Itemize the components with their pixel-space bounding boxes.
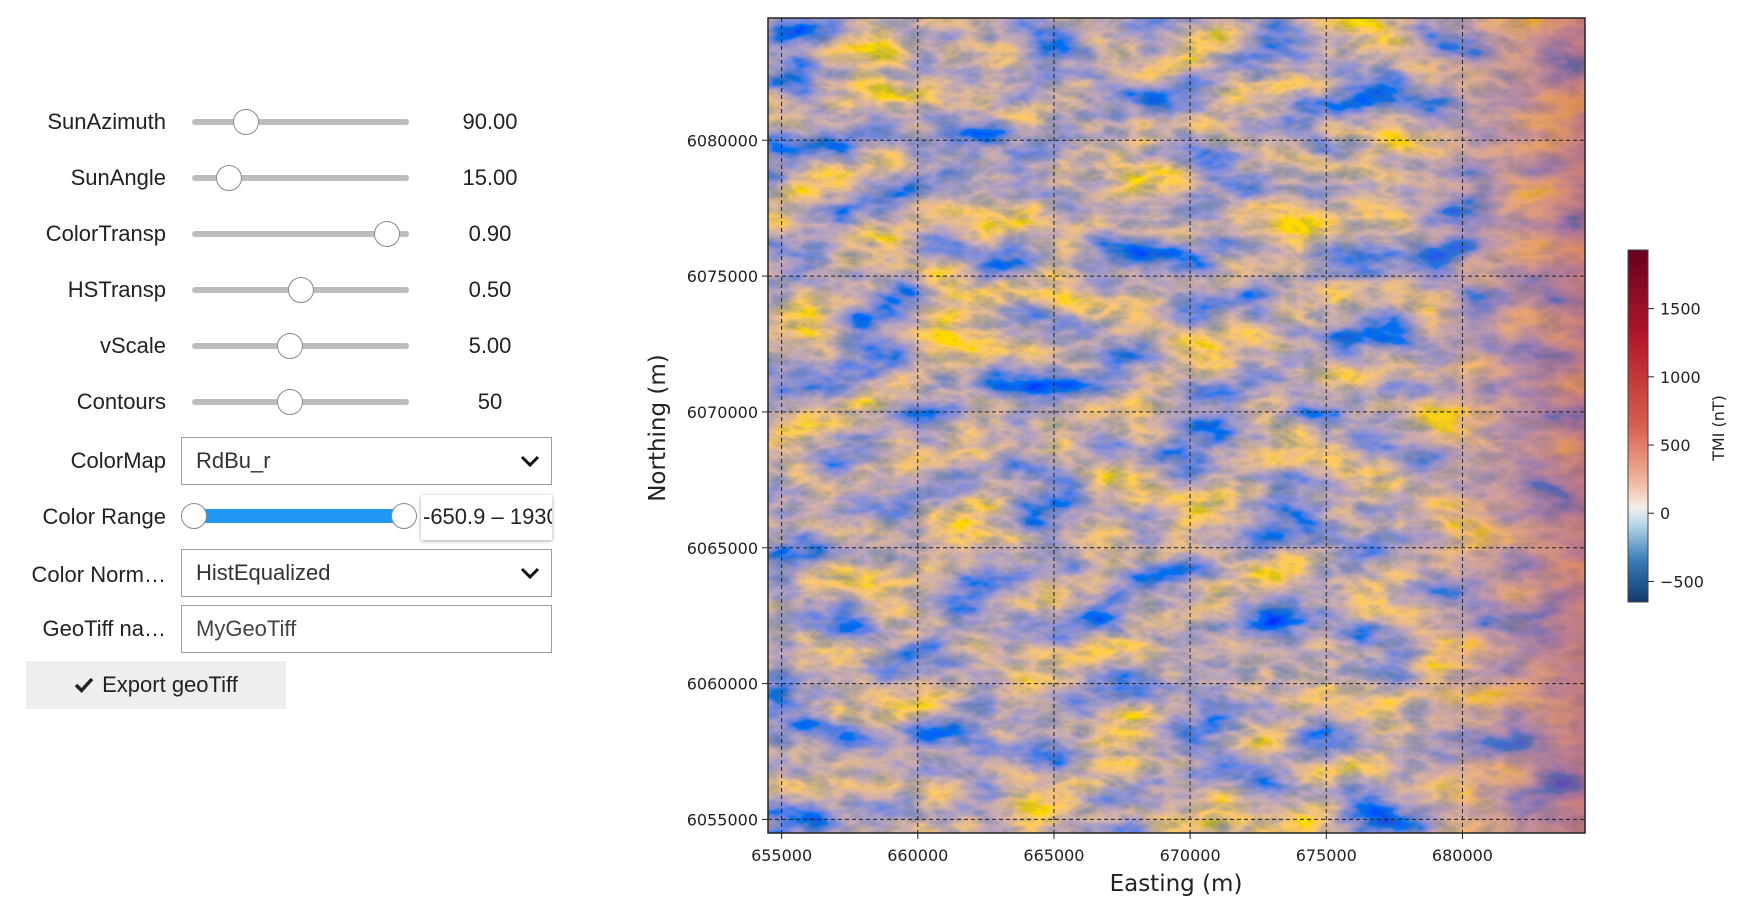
colormap-value: RdBu_r — [196, 448, 271, 473]
vscale-slider[interactable] — [192, 333, 409, 359]
contours-slider-handle[interactable] — [276, 389, 303, 415]
sunazimuth-label: SunAzimuth — [47, 109, 166, 134]
y-tick-label: 6060000 — [687, 675, 758, 694]
geotiff-name-label: GeoTiff na… — [42, 616, 166, 641]
color-norm-select[interactable]: HistEqualized — [181, 549, 552, 597]
map-gridlines — [768, 18, 1585, 833]
color-range-slider[interactable] — [181, 503, 417, 529]
colortransp-slider-handle[interactable] — [374, 221, 401, 247]
hstransp-label: HSTransp — [67, 277, 166, 302]
x-tick-label: 655000 — [751, 846, 812, 865]
vscale-value: 5.00 — [468, 333, 512, 358]
x-axis-ticks: 655000 660000 665000 670000 675000 680000 — [751, 833, 1493, 865]
hstransp-slider[interactable] — [192, 277, 409, 303]
export-geotiff-label: Export geoTiff — [102, 672, 238, 697]
y-axis-ticks: 6080000 6075000 6070000 6065000 6060000 60550… — [687, 131, 768, 829]
colorbar-tick-label: 1000 — [1660, 368, 1701, 387]
x-axis-label: Easting (m) — [1110, 871, 1243, 897]
contours-label: Contours — [76, 389, 166, 414]
x-tick-label: 680000 — [1432, 846, 1493, 865]
color-range-readout[interactable]: -650.9 – 1930 — [421, 495, 552, 540]
sunazimuth-value: 90.00 — [462, 109, 518, 134]
x-tick-label: 660000 — [887, 846, 948, 865]
tmi-map-image — [768, 18, 1585, 833]
sunangle-value: 15.00 — [462, 165, 518, 190]
colorbar-tick-label: 0 — [1660, 504, 1670, 523]
y-tick-label: 6080000 — [687, 131, 758, 150]
colormap-select[interactable]: RdBu_r — [181, 437, 552, 485]
map-frame — [767, 17, 1586, 834]
color-norm-label: Color Norm… — [31, 562, 166, 587]
color-range-low-handle[interactable] — [181, 503, 207, 529]
chevron-down-icon — [520, 567, 540, 580]
y-tick-label: 6055000 — [687, 810, 758, 829]
color-range-high-handle[interactable] — [391, 503, 417, 529]
y-axis-label: Northing (m) — [645, 354, 671, 502]
contours-slider[interactable] — [192, 389, 409, 415]
vscale-slider-handle[interactable] — [276, 333, 303, 359]
colortransp-slider[interactable] — [192, 221, 409, 247]
hstransp-slider-handle[interactable] — [287, 277, 314, 303]
sunazimuth-slider[interactable] — [192, 109, 409, 135]
sunazimuth-slider-handle[interactable] — [233, 109, 260, 135]
export-geotiff-button[interactable]: Export geoTiff — [26, 661, 286, 709]
sunangle-label: SunAngle — [70, 165, 166, 190]
contours-value: 50 — [477, 389, 503, 414]
sunangle-slider[interactable] — [192, 165, 409, 191]
colorbar-label: TMI (nT) — [1709, 395, 1728, 462]
colormap-label: ColorMap — [70, 448, 166, 473]
y-tick-label: 6070000 — [687, 403, 758, 422]
x-tick-label: 670000 — [1160, 846, 1221, 865]
colorbar-tick-label: −500 — [1660, 572, 1704, 591]
control-panel: SunAzimuth 90.00 SunAngle 15.00 ColorTransp 0… — [0, 0, 600, 899]
vscale-label: vScale — [99, 333, 166, 358]
y-tick-label: 6075000 — [687, 267, 758, 286]
colorbar-tick-label: 500 — [1660, 436, 1691, 455]
colorbar-ticks: 1500 1000 500 0 −500 — [1648, 300, 1704, 591]
sunangle-slider-handle[interactable] — [215, 165, 242, 191]
color-range-fill — [194, 509, 404, 523]
x-tick-label: 665000 — [1023, 846, 1084, 865]
hstransp-value: 0.50 — [468, 277, 512, 302]
chevron-down-icon — [520, 455, 540, 468]
check-icon — [74, 677, 94, 694]
colortransp-value: 0.90 — [468, 221, 512, 246]
x-tick-label: 675000 — [1296, 846, 1357, 865]
geotiff-name-input[interactable] — [181, 605, 552, 653]
colorbar — [1627, 249, 1649, 603]
colortransp-label: ColorTransp — [45, 221, 166, 246]
y-tick-label: 6065000 — [687, 539, 758, 558]
colorbar-tick-label: 1500 — [1660, 300, 1701, 319]
color-range-label: Color Range — [42, 504, 166, 529]
color-norm-value: HistEqualized — [196, 560, 331, 585]
